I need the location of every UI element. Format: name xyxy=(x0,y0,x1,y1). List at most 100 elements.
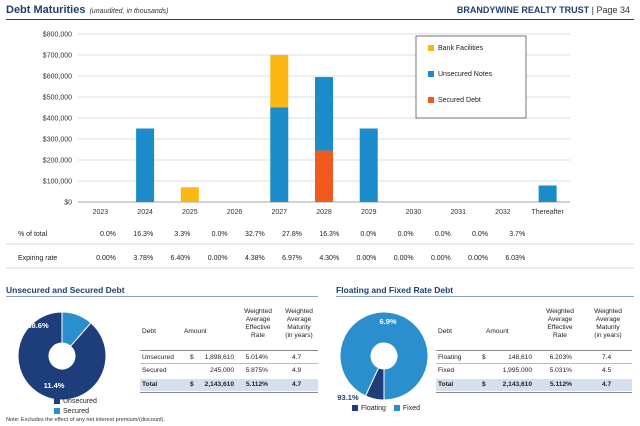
y-tick-label: $700,000 xyxy=(43,53,72,60)
table-row-rule xyxy=(436,363,632,364)
y-tick-label: $100,000 xyxy=(43,179,72,186)
x-tick-label: 2024 xyxy=(137,209,153,216)
unsecured-secured-title: Unsecured and Secured Debt xyxy=(6,285,125,295)
pct-value: 0.0% xyxy=(360,231,376,238)
pie-slice-fixed xyxy=(339,311,429,401)
table-row: Fixed 1,995,000 5.031% 4.5 xyxy=(436,365,632,376)
row-maturity: 4.9 xyxy=(292,367,302,374)
row-currency: $ xyxy=(190,381,194,388)
pct-value: 16.3% xyxy=(133,231,153,238)
pct-value: 27.8% xyxy=(282,231,302,238)
pie-slice-secured xyxy=(61,311,92,347)
x-tick-label: 2025 xyxy=(182,209,198,216)
rate-value: 6.03% xyxy=(505,255,525,262)
table-header: Debt Amount Weighted Average Effective Rate… xyxy=(140,308,318,348)
row-label: Total xyxy=(438,381,454,388)
y-tick-label: $200,000 xyxy=(43,158,72,165)
rate-value: 6.40% xyxy=(171,255,191,262)
bar-unsecured-notes xyxy=(359,128,378,202)
table-bottom-rule xyxy=(436,392,632,393)
pie-slice-unsecured xyxy=(17,311,107,401)
row-amount: 2,143,610 xyxy=(502,381,532,388)
floating-fixed-donut: 6.9% 93.1% xyxy=(337,311,429,402)
header-rate: Weighted Average Effective Rate xyxy=(546,308,574,339)
page-number: Page 34 xyxy=(596,5,630,15)
company-name: BRANDYWINE REALTY TRUST xyxy=(456,5,590,15)
legend-swatch xyxy=(428,45,434,51)
x-tick-label: 2026 xyxy=(227,209,243,216)
bar-secured-debt xyxy=(315,150,333,202)
row-maturity: 4.7 xyxy=(292,354,302,361)
pct-value: 0.0% xyxy=(435,231,451,238)
header-amount: Amount xyxy=(184,328,207,335)
row-amount: 2,143,610 xyxy=(204,381,234,388)
table-header-rule xyxy=(436,350,632,351)
table-header: Debt Amount Weighted Average Effective Rate… xyxy=(436,308,632,348)
y-tick-label: $400,000 xyxy=(43,116,72,123)
row-rate: 5.112% xyxy=(246,381,268,388)
header-separator: | xyxy=(591,5,594,15)
legend-swatch-floating xyxy=(352,405,358,412)
legend-item-secured: Secured xyxy=(54,407,97,417)
table-total-row: Total $ 2,143,610 5.112% 4.7 xyxy=(140,379,318,391)
unsecured-secured-rule xyxy=(6,296,318,297)
table-row: Unsecured $ 1,898,610 5.014% 4.7 xyxy=(140,352,318,363)
row-rate: 5.112% xyxy=(550,381,572,388)
pct-value: 3.7% xyxy=(509,231,525,238)
row-currency: $ xyxy=(482,354,486,361)
floating-fixed-title: Floating and Fixed Rate Debt xyxy=(336,285,454,295)
pct-row-label: % of total xyxy=(18,231,48,238)
legend-item-unsecured: Unsecured xyxy=(54,397,97,407)
row-rate: 5.875% xyxy=(245,367,268,374)
legend-swatch xyxy=(428,97,434,103)
table-header-rule xyxy=(140,350,318,351)
rate-value: 0.00% xyxy=(357,255,377,262)
row-currency: $ xyxy=(190,354,194,361)
rate-value: 4.30% xyxy=(319,255,339,262)
x-tick-label: 2032 xyxy=(495,209,511,216)
pct-value: 0.0% xyxy=(472,231,488,238)
row-currency: $ xyxy=(482,381,486,388)
legend-swatch-secured xyxy=(54,408,60,415)
floating-fixed-table: Debt Amount Weighted Average Effective Rate… xyxy=(436,308,632,398)
legend-swatch-unsecured xyxy=(54,398,60,405)
floating-fixed-legend: Floating Fixed xyxy=(352,404,426,414)
x-tick-label: 2031 xyxy=(450,209,466,216)
y-tick-label: $500,000 xyxy=(43,95,72,102)
x-tick-label: 2028 xyxy=(316,209,332,216)
row-maturity: 4.7 xyxy=(292,381,302,388)
header-debt: Debt xyxy=(142,328,156,335)
legend-label: Unsecured Notes xyxy=(438,71,493,78)
unsecured-secured-legend: Unsecured Secured xyxy=(54,397,97,417)
pie-label: 11.4% xyxy=(44,381,65,390)
legend-swatch xyxy=(428,71,434,77)
bar-unsecured-notes xyxy=(136,128,155,202)
legend-swatch-fixed xyxy=(393,405,400,412)
bar-unsecured-notes xyxy=(270,107,289,202)
bar-bank-facilities xyxy=(180,187,199,202)
rate-row-label: Expiring rate xyxy=(18,255,57,262)
bar-unsecured-notes xyxy=(538,185,557,202)
rate-value: 0.00% xyxy=(394,255,414,262)
legend-label: Bank Facilities xyxy=(438,45,484,52)
page-subtitle: (unaudited, in thousands) xyxy=(89,8,169,15)
x-tick-label: 2027 xyxy=(271,209,287,216)
header-maturity: Weighted Average Maturity (in years) xyxy=(285,308,313,339)
header-amount: Amount xyxy=(486,328,509,335)
y-tick-label: $800,000 xyxy=(43,32,72,39)
company-page-label: BRANDYWINE REALTY TRUST | Page 34 xyxy=(457,5,630,15)
legend-label: Secured Debt xyxy=(438,97,481,104)
header-maturity: Weighted Average Maturity (in years) xyxy=(594,308,622,339)
row-maturity: 7.4 xyxy=(602,354,612,361)
x-tick-label: 2023 xyxy=(93,209,109,216)
legend-item-fixed: Fixed xyxy=(393,404,420,414)
header-rate: Weighted Average Effective Rate xyxy=(244,308,272,339)
pie-label: 93.1% xyxy=(337,393,359,402)
row-amount: 148,610 xyxy=(508,354,532,361)
bar-unsecured-notes xyxy=(315,77,333,151)
pct-value: 32.7% xyxy=(245,231,265,238)
pie-label: 88.6% xyxy=(27,321,49,330)
rate-value: 3.78% xyxy=(133,255,153,262)
x-tick-label: 2030 xyxy=(406,209,422,216)
row-amount: 1,995,000 xyxy=(502,367,532,374)
